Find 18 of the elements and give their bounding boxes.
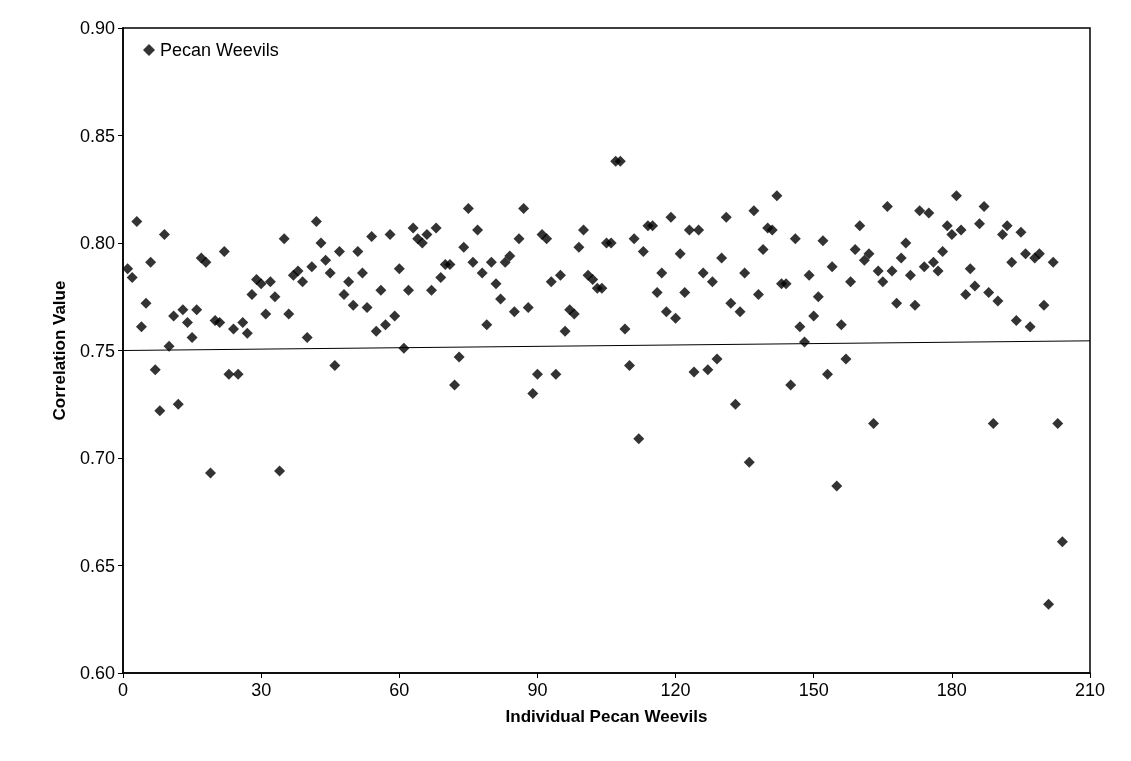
x-tick-label: 210 bbox=[1074, 680, 1106, 700]
y-tick-label: 0.90 bbox=[79, 18, 115, 38]
y-tick-label: 0.70 bbox=[79, 448, 115, 468]
x-tick-label: 60 bbox=[389, 680, 410, 700]
y-tick-label: 0.80 bbox=[79, 233, 115, 253]
x-tick-label: 30 bbox=[251, 680, 272, 700]
y-tick-label: 0.60 bbox=[79, 663, 115, 683]
x-tick-label: 180 bbox=[936, 680, 967, 700]
x-tick-label: 150 bbox=[798, 680, 829, 700]
y-tick-label: 0.65 bbox=[79, 555, 115, 576]
legend-label: Pecan Weevils bbox=[160, 40, 279, 60]
x-tick-label: 0 bbox=[117, 680, 129, 700]
y-tick-label: 0.75 bbox=[79, 340, 115, 361]
x-tick-label: 120 bbox=[660, 680, 691, 700]
y-axis-title: Correlation Value bbox=[50, 280, 69, 421]
x-axis-title: Individual Pecan Weevils bbox=[505, 707, 708, 726]
y-tick-label: 0.85 bbox=[79, 125, 115, 146]
x-tick-label: 90 bbox=[527, 680, 548, 700]
